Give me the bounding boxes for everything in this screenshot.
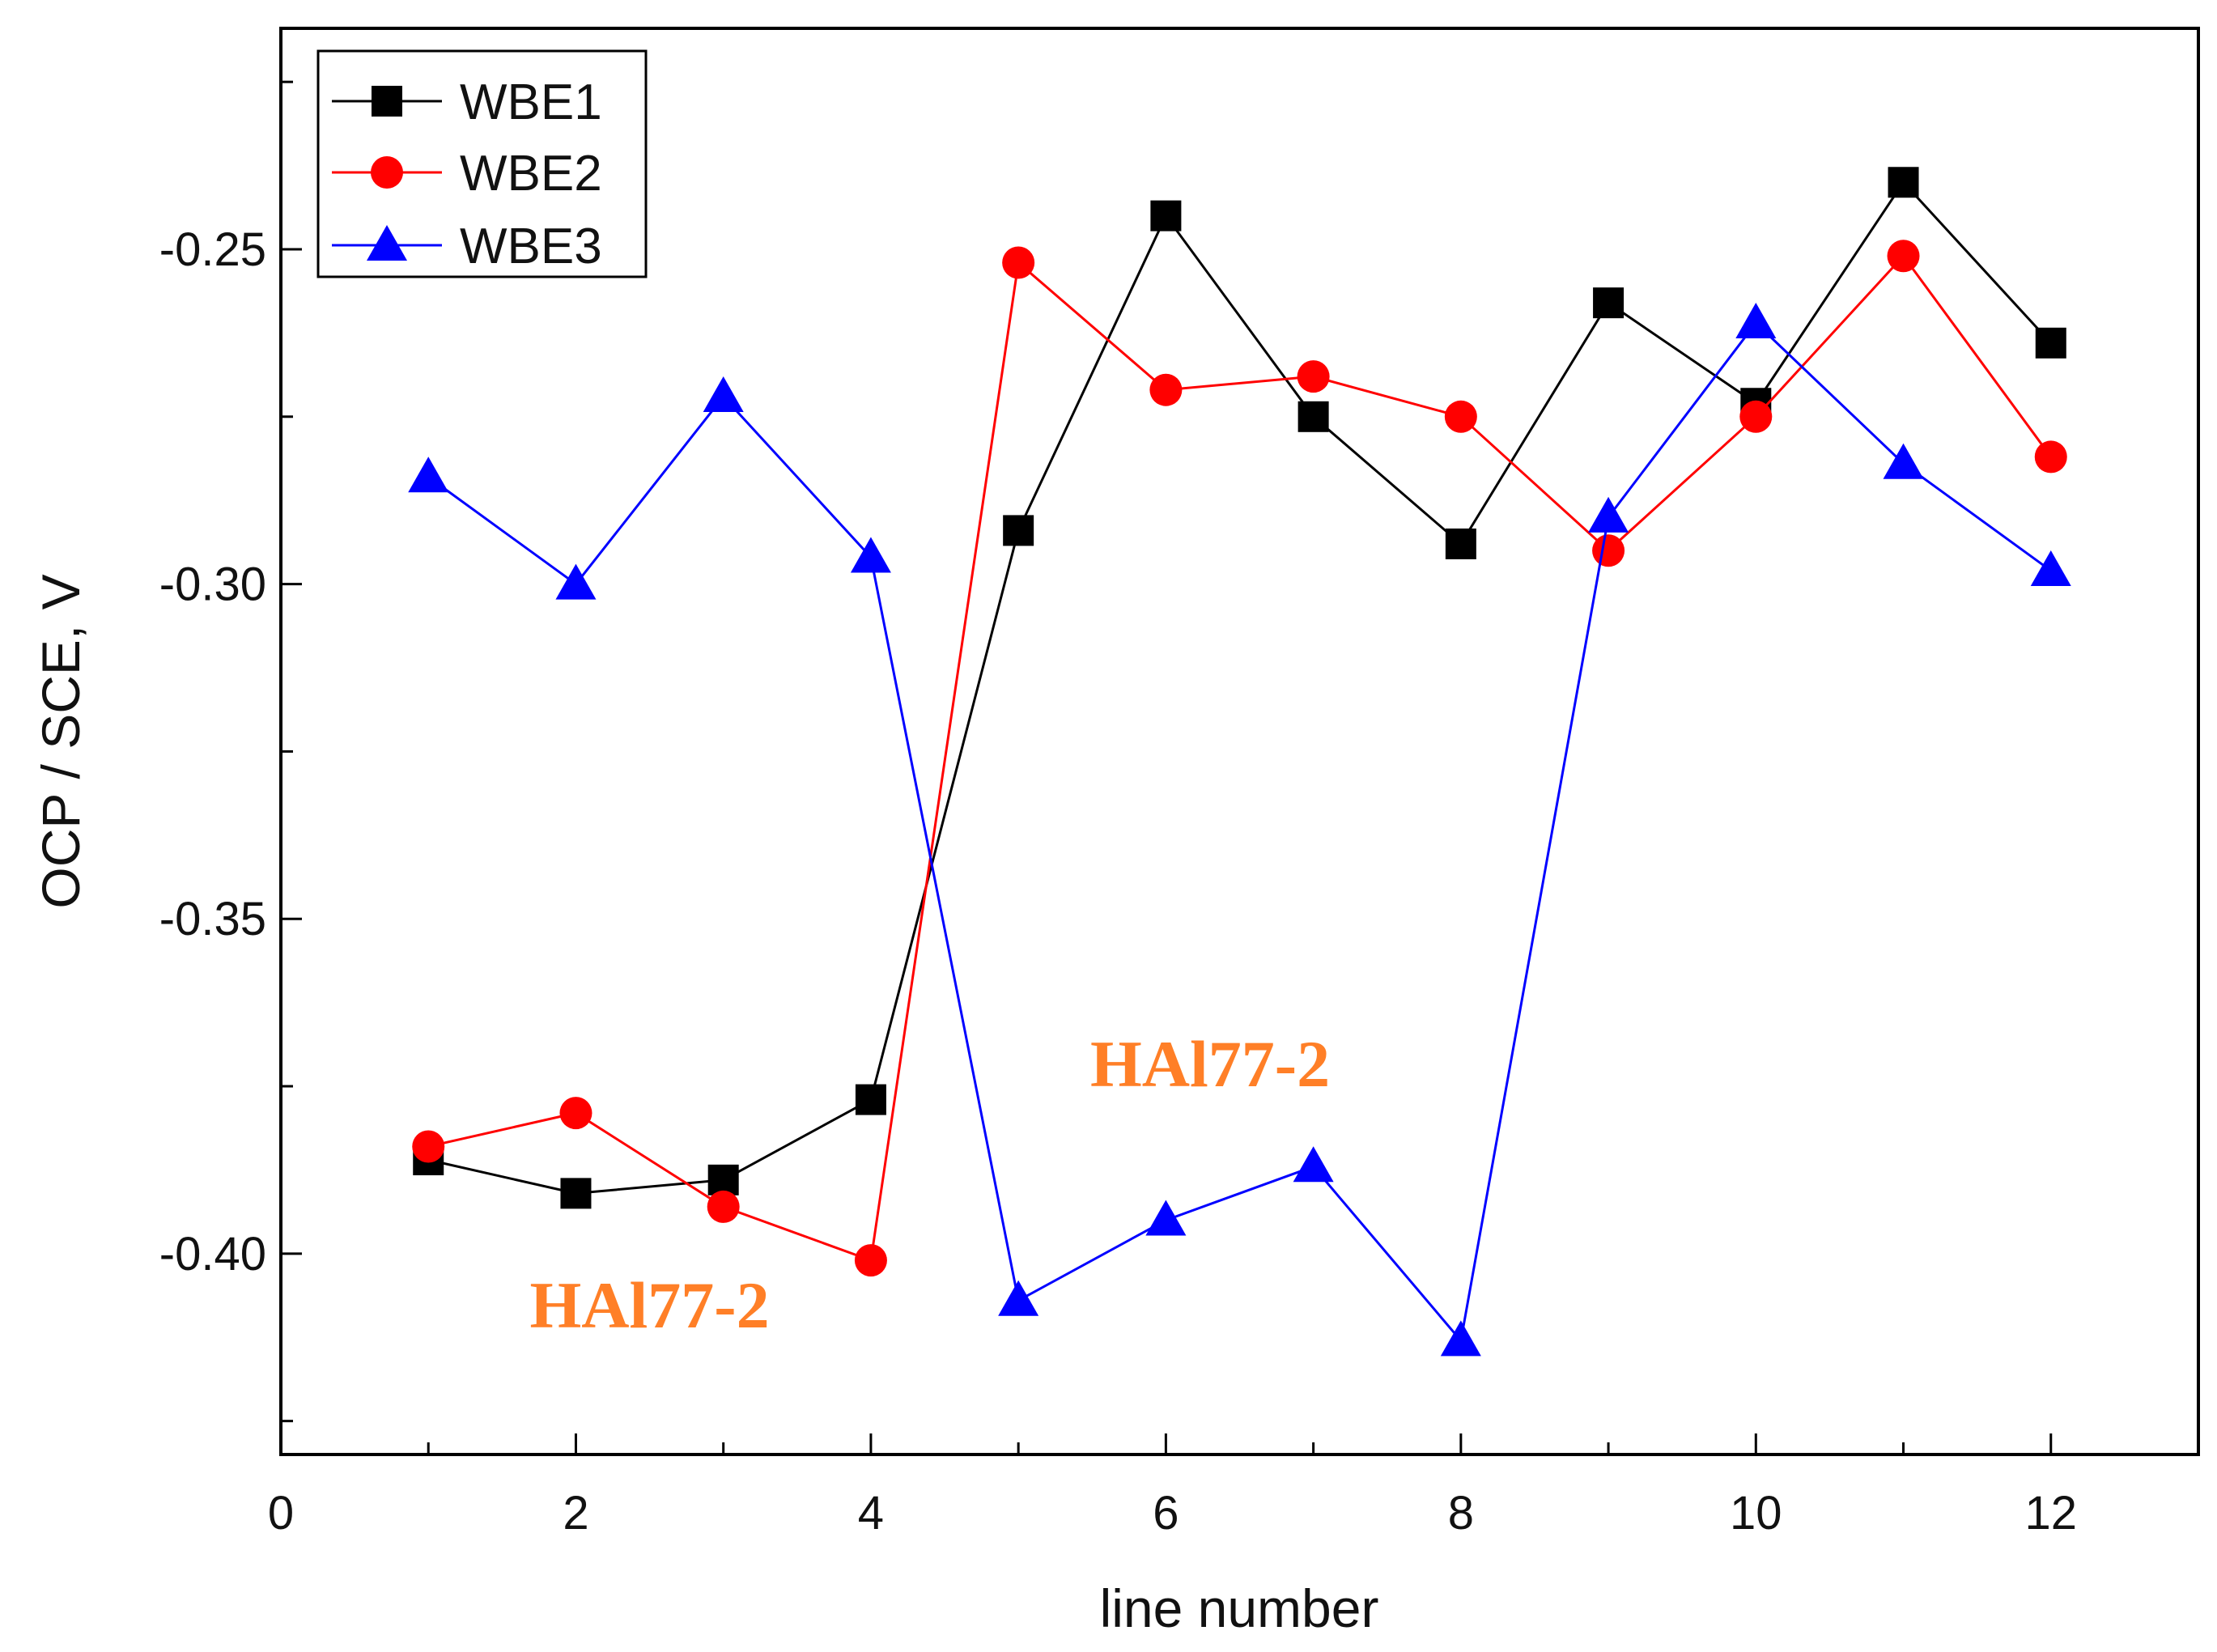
data-point-circle xyxy=(412,1130,445,1163)
data-point-circle xyxy=(559,1097,592,1130)
data-point-square xyxy=(855,1084,886,1115)
y-axis-ticks: -0.25 -0.30 -0.35 -0.40 xyxy=(159,80,302,1423)
x-tick-label: 2 xyxy=(563,1487,588,1539)
y-tick-label: -0.30 xyxy=(159,558,266,611)
x-tick-label: 12 xyxy=(2025,1487,2078,1539)
data-point-circle xyxy=(1592,534,1625,567)
legend-label: WBE1 xyxy=(460,74,602,130)
data-point-triangle xyxy=(555,563,597,600)
data-point-square xyxy=(1150,200,1182,231)
data-point-triangle xyxy=(703,376,744,412)
data-point-square xyxy=(2035,327,2066,359)
y-tick-label: -0.25 xyxy=(159,223,266,276)
data-point-triangle xyxy=(1293,1146,1334,1183)
series-line xyxy=(427,180,2052,1195)
data-point-circle xyxy=(1739,400,1773,433)
series-layer xyxy=(408,167,2071,1357)
data-point-square xyxy=(1003,515,1034,546)
data-point-triangle xyxy=(850,537,891,573)
annotation-label: HAl77-2 xyxy=(1090,1027,1330,1101)
data-point-square xyxy=(707,1164,739,1195)
data-point-triangle xyxy=(2030,550,2071,587)
data-point-circle xyxy=(2034,440,2067,474)
data-point-triangle xyxy=(1588,496,1629,533)
data-point-triangle xyxy=(1145,1200,1187,1236)
data-point-square xyxy=(1593,287,1625,319)
data-point-circle xyxy=(707,1190,740,1223)
series-line xyxy=(427,253,2052,1263)
x-tick-label: 8 xyxy=(1448,1487,1474,1539)
x-tick-label: 0 xyxy=(268,1487,294,1539)
data-point-square xyxy=(1888,167,1919,198)
x-tick-label: 10 xyxy=(1730,1487,1782,1539)
data-point-circle xyxy=(1149,373,1183,406)
x-axis-title: line number xyxy=(1100,1578,1379,1638)
data-point-triangle xyxy=(1735,302,1777,338)
data-point-circle xyxy=(1444,400,1477,433)
series-line xyxy=(427,321,2052,1344)
data-point-circle xyxy=(854,1244,887,1277)
y-tick-label: -0.35 xyxy=(159,893,266,945)
data-point-square xyxy=(560,1178,592,1209)
data-point-square xyxy=(1445,528,1476,559)
legend-marker-circle xyxy=(371,156,403,189)
data-point-circle xyxy=(1002,246,1035,279)
series-wbe1 xyxy=(413,167,2066,1209)
data-point-circle xyxy=(1297,360,1330,393)
series-wbe3 xyxy=(408,302,2071,1357)
y-tick-label: -0.40 xyxy=(159,1228,266,1280)
data-point-triangle xyxy=(1883,443,1924,479)
series-wbe2 xyxy=(412,240,2067,1277)
data-point-triangle xyxy=(408,457,449,493)
x-tick-label: 6 xyxy=(1153,1487,1179,1539)
x-tick-label: 4 xyxy=(858,1487,884,1539)
legend-label: WBE3 xyxy=(460,219,602,274)
annotation-label: HAl77-2 xyxy=(530,1268,770,1342)
legend-label: WBE2 xyxy=(460,146,602,202)
legend-marker-triangle xyxy=(367,225,407,261)
y-axis-title: OCP / SCE, V xyxy=(31,574,91,908)
legend-marker-square xyxy=(372,86,402,117)
data-point-triangle xyxy=(1440,1320,1481,1357)
data-point-square xyxy=(1297,401,1329,432)
legend: WBE1 WBE2 WBE3 xyxy=(316,49,648,278)
data-point-circle xyxy=(1887,240,1920,273)
annotations: HAl77-2 HAl77-2 xyxy=(530,1027,1331,1342)
x-axis-ticks: 0 2 4 6 8 10 12 xyxy=(268,1433,2077,1539)
data-point-triangle xyxy=(998,1280,1039,1316)
